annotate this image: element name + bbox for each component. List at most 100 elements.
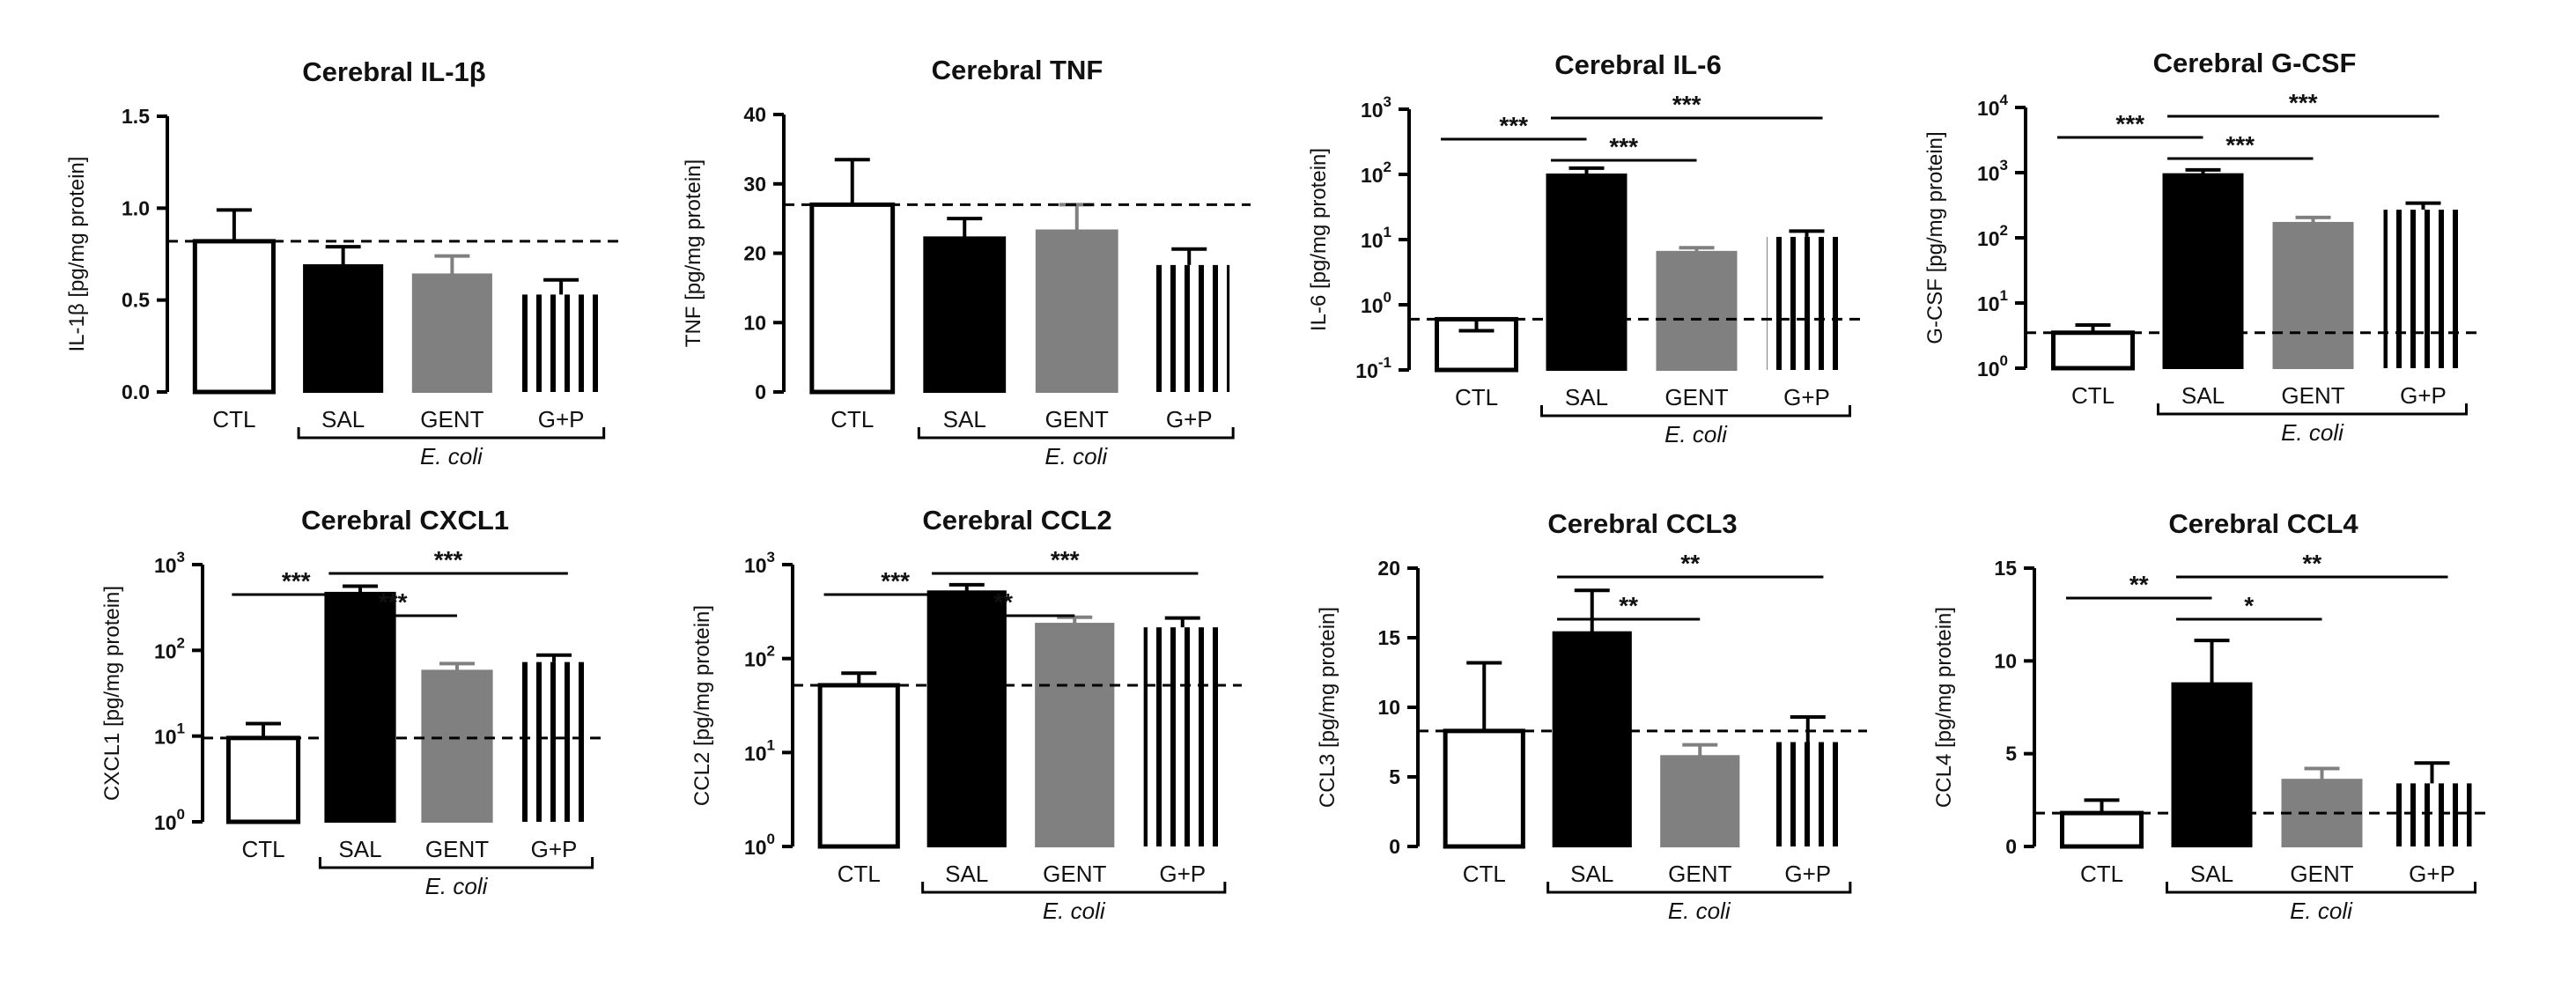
significance-label: *** [434, 546, 463, 573]
x-tick-label: CTL [1463, 861, 1506, 887]
group-bracket [2166, 882, 2476, 894]
group-label: E. coli [1664, 421, 1728, 447]
y-tick-label: 1.5 [122, 105, 150, 128]
chart-title: Cerebral CCL2 [922, 505, 1111, 536]
x-tick-label: CTL [1455, 384, 1498, 410]
bar-ctl [2051, 330, 2135, 371]
y-tick-label: 102 [154, 634, 185, 662]
significance-label: ** [993, 588, 1013, 616]
chart-panel: Cerebral G-CSF G-CSF [pg/mg protein] 100 10… [1923, 48, 2484, 446]
bar-sal [926, 590, 1007, 847]
bar-sal [303, 264, 384, 393]
chart-title: Cerebral CXCL1 [301, 505, 509, 536]
x-tick-label: GENT [2281, 382, 2344, 409]
significance-label: ** [1619, 592, 1638, 619]
bar-ctl [192, 239, 276, 395]
x-tick-label: G+P [2400, 382, 2447, 409]
bar-gent [1656, 250, 1738, 372]
chart-panel: Cerebral CCL4 CCL4 [pg/mg protein] 0 5 10 15 C… [1932, 508, 2492, 924]
bar-gpp [1143, 627, 1222, 846]
group-label: E. coli [1043, 898, 1106, 924]
bar-sal [1546, 174, 1628, 371]
y-tick-label: 102 [744, 643, 775, 671]
y-axis-label: G-CSF [pg/mg protein] [1923, 131, 1947, 344]
bar-gpp [1767, 236, 1847, 370]
significance-label: * [2244, 592, 2254, 619]
y-tick-label: 0 [755, 381, 766, 403]
significance-label: *** [1051, 546, 1080, 573]
bar-ctl [1443, 728, 1525, 849]
bar-gpp [1768, 742, 1847, 846]
x-tick-label: SAL [943, 406, 986, 432]
y-axis-label: CCL2 [pg/mg protein] [690, 605, 714, 806]
y-tick-label: 10-1 [1355, 354, 1391, 382]
chart-panel: Cerebral IL-1β IL-1β [pg/mg protein] 0.0 0.… [65, 56, 621, 469]
significance-label: *** [282, 567, 311, 595]
y-tick-label: 30 [743, 173, 766, 196]
x-tick-label: GENT [1668, 861, 1731, 887]
bar-gent [411, 273, 492, 393]
x-tick-label: GENT [1045, 406, 1109, 432]
significance-label: ** [2302, 550, 2321, 577]
significance-label: *** [1609, 133, 1638, 160]
group-bracket [297, 427, 606, 440]
x-tick-label: G+P [538, 406, 585, 432]
y-axis-label: CCL3 [pg/mg protein] [1316, 607, 1340, 808]
x-tick-label: GENT [1043, 861, 1106, 887]
group-label: E. coli [1044, 443, 1108, 469]
y-axis-label: CXCL1 [pg/mg protein] [100, 586, 124, 801]
group-bracket [1540, 405, 1851, 418]
chart-panel: Cerebral CCL2 CCL2 [pg/mg protein] 100 101 1… [690, 505, 1242, 924]
y-axis-label: CCL4 [pg/mg protein] [1932, 607, 1956, 808]
bar-ctl [817, 683, 900, 849]
y-tick-label: 103 [1361, 93, 1391, 122]
x-tick-label: SAL [338, 836, 381, 862]
significance-label: ** [2129, 571, 2149, 598]
group-label: E. coli [2281, 419, 2344, 446]
y-tick-label: 100 [154, 806, 185, 834]
x-tick-label: GENT [420, 406, 483, 432]
y-tick-label: 101 [744, 736, 775, 765]
group-label: E. coli [425, 873, 489, 899]
bar-gent [1035, 229, 1118, 394]
bar-sal [2171, 682, 2253, 848]
y-tick-label: 5 [2005, 743, 2017, 765]
x-tick-label: SAL [1570, 861, 1613, 887]
bar-ctl [809, 202, 896, 395]
y-tick-label: 10 [1994, 649, 2017, 672]
bar-gpp [2392, 783, 2472, 846]
x-tick-label: GENT [2290, 861, 2353, 887]
y-tick-label: 0.5 [122, 289, 150, 312]
bar-gpp [2383, 210, 2463, 368]
significance-label: *** [1499, 112, 1528, 139]
chart-title: Cerebral IL-6 [1554, 49, 1722, 80]
y-tick-label: 0 [2005, 835, 2017, 858]
bar-gent [1660, 755, 1740, 847]
x-tick-label: CTL [241, 836, 284, 862]
y-tick-label: 40 [743, 103, 766, 126]
group-bracket [917, 427, 1235, 440]
x-tick-label: SAL [321, 406, 365, 432]
bar-sal [2162, 173, 2244, 369]
y-tick-label: 102 [1361, 159, 1391, 187]
bar-ctl [225, 735, 301, 824]
y-tick-label: 103 [744, 549, 775, 577]
bar-gent [1035, 623, 1115, 848]
y-tick-label: 100 [744, 831, 775, 859]
chart-panel: Cerebral TNF TNF [pg/mg protein] 0 10 20 30 40… [682, 55, 1251, 469]
x-tick-label: SAL [2181, 382, 2225, 409]
group-label: E. coli [420, 443, 483, 469]
y-axis-label: IL-6 [pg/mg protein] [1307, 148, 1331, 331]
x-tick-label: SAL [945, 861, 988, 887]
y-tick-label: 101 [154, 721, 185, 749]
x-tick-label: CTL [2080, 861, 2123, 887]
x-tick-label: CTL [830, 406, 874, 432]
group-bracket [921, 882, 1227, 894]
y-tick-label: 104 [1977, 92, 2009, 120]
y-axis-label: TNF [pg/mg protein] [682, 159, 705, 347]
y-tick-label: 102 [1977, 222, 2008, 250]
x-tick-label: G+P [2409, 861, 2455, 887]
significance-label: *** [2289, 89, 2318, 116]
x-tick-label: GENT [1664, 384, 1728, 410]
y-tick-label: 103 [154, 549, 185, 577]
